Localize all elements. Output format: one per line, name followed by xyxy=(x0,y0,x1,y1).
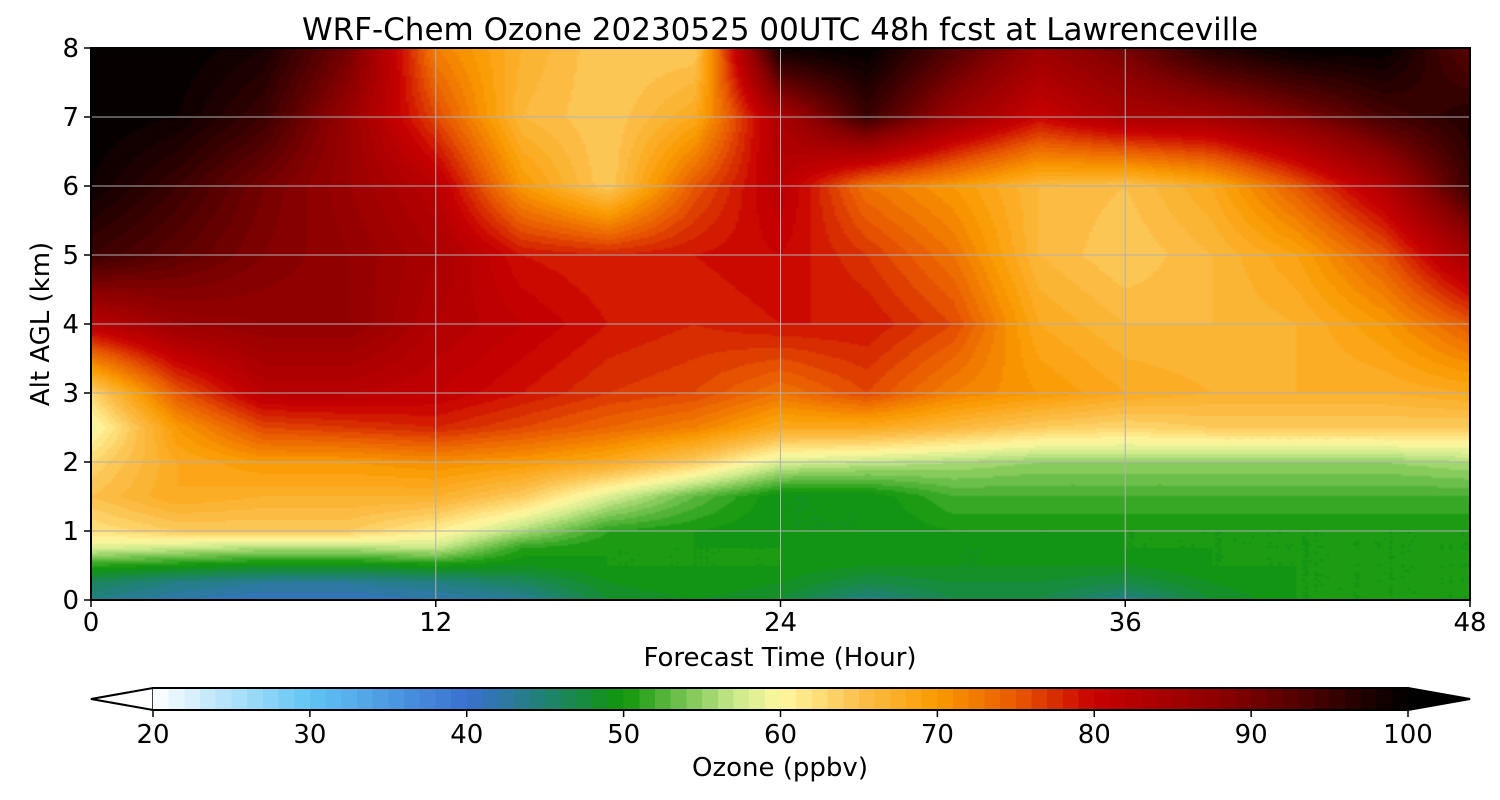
colorbar-under-arrow xyxy=(90,687,154,711)
colorbar-label: Ozone (ppbv) xyxy=(692,753,868,783)
x-tick-label: 12 xyxy=(419,608,452,638)
colorbar-tick-label: 90 xyxy=(1235,720,1268,750)
colorbar-ticks: 20 30 40 50 60 70 80 90 100 xyxy=(136,710,1433,750)
x-tick-label: 36 xyxy=(1109,608,1142,638)
y-axis: 0 1 2 3 4 5 6 7 8 xyxy=(62,34,91,616)
x-axis-label: Forecast Time (Hour) xyxy=(643,643,916,673)
colorbar-tick-label: 30 xyxy=(293,720,326,750)
colorbar-tick-label: 50 xyxy=(607,720,640,750)
y-tick-label: 1 xyxy=(62,517,79,547)
x-tick-label: 0 xyxy=(83,608,100,638)
y-tick-label: 3 xyxy=(62,379,79,409)
y-tick-label: 6 xyxy=(62,172,79,202)
chart-title: WRF-Chem Ozone 20230525 00UTC 48h fcst a… xyxy=(302,12,1258,48)
y-tick-label: 2 xyxy=(62,448,79,478)
colorbar-tick-label: 70 xyxy=(921,720,954,750)
y-tick-label: 8 xyxy=(62,34,79,64)
colorbar-tick-label: 20 xyxy=(136,720,169,750)
colorbar-over-arrow xyxy=(1407,687,1471,711)
colorbar-tick-label: 80 xyxy=(1078,720,1111,750)
x-axis: 0 12 24 36 48 xyxy=(83,600,1487,638)
x-tick-label: 24 xyxy=(764,608,797,638)
colorbar-body xyxy=(153,688,1408,710)
colorbar-tick-label: 40 xyxy=(450,720,483,750)
colorbar-tick-label: 100 xyxy=(1383,720,1433,750)
colorbar: 20 30 40 50 60 70 80 90 100 Ozone (ppbv) xyxy=(90,687,1471,783)
y-tick-label: 0 xyxy=(62,586,79,616)
colorbar-tick-label: 60 xyxy=(764,720,797,750)
y-axis-label: Alt AGL (km) xyxy=(26,242,56,406)
y-tick-label: 4 xyxy=(62,310,79,340)
y-tick-label: 5 xyxy=(62,241,79,271)
plot-area xyxy=(90,47,1471,601)
y-tick-label: 7 xyxy=(62,103,79,133)
x-tick-label: 48 xyxy=(1453,608,1486,638)
